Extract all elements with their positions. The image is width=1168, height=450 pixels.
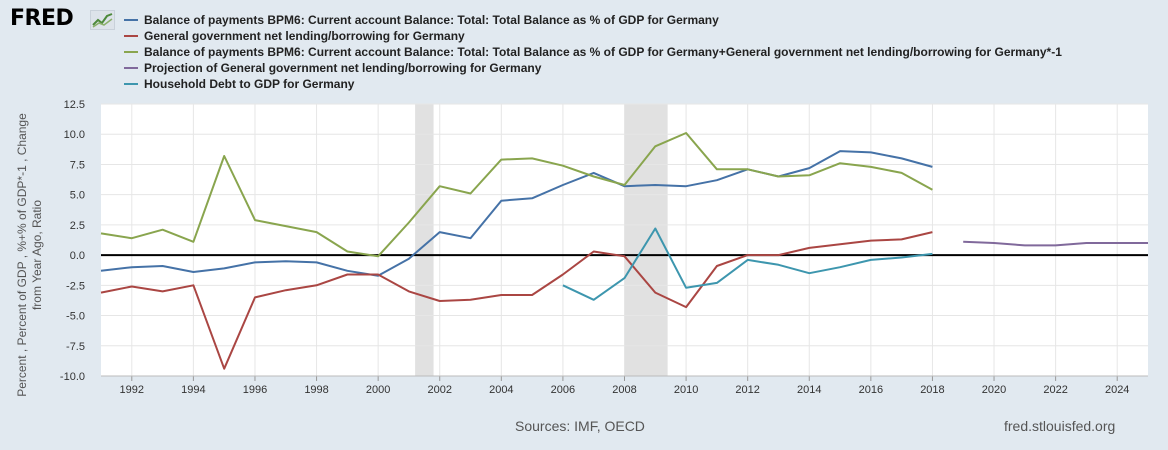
series-line: [100, 132, 933, 258]
recession-shading: [415, 104, 434, 376]
x-tick-label: 2012: [735, 384, 759, 396]
legend-swatch: [124, 83, 138, 85]
fred-logo[interactable]: FRED: [10, 6, 74, 31]
x-tick-label: 2016: [859, 384, 883, 396]
y-tick-label: -5.0: [66, 311, 85, 323]
x-tick-label: 2024: [1105, 384, 1129, 396]
site-link[interactable]: fred.stlouisfed.org: [1004, 418, 1116, 434]
y-tick-label: 2.5: [70, 220, 85, 232]
y-tick-label: 7.5: [70, 159, 85, 171]
x-tick-label: 2006: [551, 384, 575, 396]
x-tick-label: 2000: [366, 384, 390, 396]
y-tick-label: -7.5: [66, 341, 85, 353]
series-line: [963, 240, 1148, 247]
y-tick-label: -2.5: [66, 280, 85, 292]
x-tick-label: 2002: [427, 384, 451, 396]
x-tick-label: 2020: [982, 384, 1006, 396]
legend-swatch: [124, 19, 138, 21]
x-tick-label: 1996: [243, 384, 267, 396]
fred-logo-graph-icon: [90, 10, 115, 30]
legend-item[interactable]: General government net lending/borrowing…: [124, 28, 1062, 44]
x-tick-label: 2022: [1043, 384, 1067, 396]
legend-label: Balance of payments BPM6: Current accoun…: [144, 13, 719, 27]
series-line: [100, 150, 933, 277]
sources-note: Sources: IMF, OECD: [515, 418, 645, 434]
legend-label: Projection of General government net len…: [144, 61, 542, 75]
y-tick-label: 0.0: [70, 250, 85, 262]
fred-logo-text: FRED: [10, 6, 74, 31]
series-line: [562, 227, 933, 301]
y-tick-label: 5.0: [70, 190, 85, 202]
x-tick-label: 2010: [674, 384, 698, 396]
chart-legend: Balance of payments BPM6: Current accoun…: [124, 12, 1062, 92]
series-line: [100, 231, 933, 370]
x-tick-label: 2008: [612, 384, 636, 396]
x-tick-label: 1994: [181, 384, 205, 396]
x-tick-label: 1998: [304, 384, 328, 396]
legend-swatch: [124, 51, 138, 53]
legend-label: Household Debt to GDP for Germany: [144, 77, 355, 91]
x-tick-label: 2018: [920, 384, 944, 396]
y-tick-label: 12.5: [64, 99, 85, 111]
legend-item[interactable]: Projection of General government net len…: [124, 60, 1062, 76]
legend-label: Balance of payments BPM6: Current accoun…: [144, 45, 1062, 59]
legend-label: General government net lending/borrowing…: [144, 29, 465, 43]
y-tick-label: -10.0: [60, 371, 85, 383]
x-tick-label: 1992: [120, 384, 144, 396]
x-tick-label: 2014: [797, 384, 821, 396]
legend-item[interactable]: Household Debt to GDP for Germany: [124, 76, 1062, 92]
legend-swatch: [124, 35, 138, 37]
legend-item[interactable]: Balance of payments BPM6: Current accoun…: [124, 12, 1062, 28]
y-tick-label: 10.0: [64, 129, 85, 141]
legend-item[interactable]: Balance of payments BPM6: Current accoun…: [124, 44, 1062, 60]
x-tick-label: 2004: [489, 384, 513, 396]
legend-swatch: [124, 67, 138, 69]
